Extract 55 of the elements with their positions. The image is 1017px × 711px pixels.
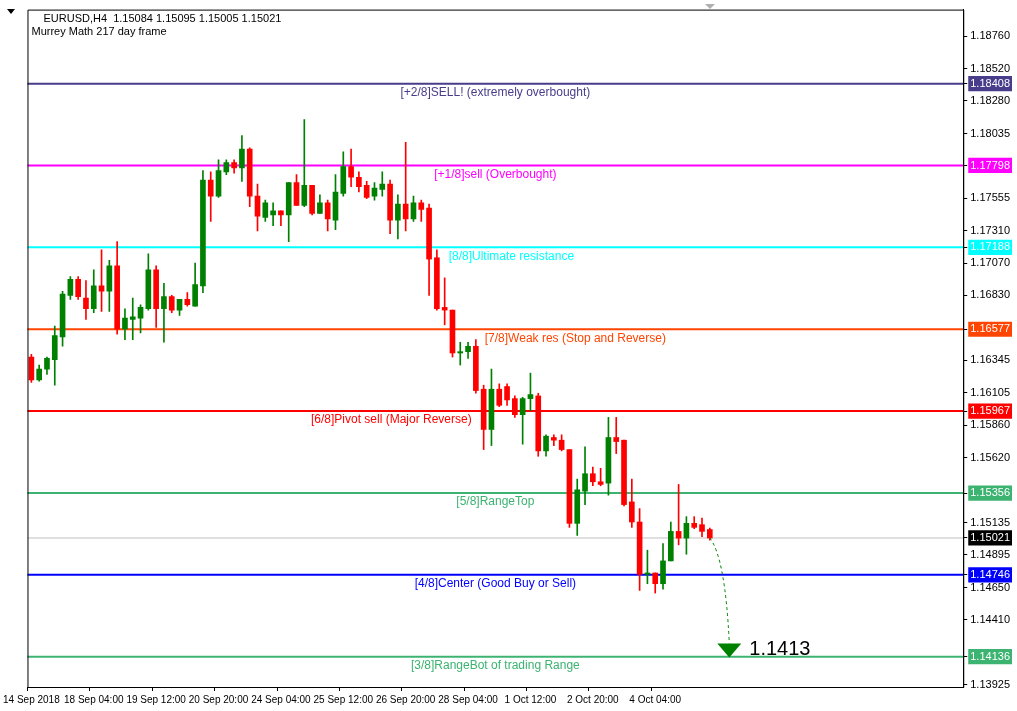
y-tick-label: 1.13925 bbox=[970, 678, 1010, 691]
y-tick-label: 1.16105 bbox=[970, 385, 1010, 398]
y-tick-label: 1.17070 bbox=[970, 256, 1010, 269]
ref-line-label: [4/8]Center (Good Buy or Sell) bbox=[414, 576, 577, 591]
candlestick bbox=[161, 282, 167, 343]
y-tick-label: 1.14136 bbox=[970, 649, 1010, 662]
candlestick bbox=[613, 417, 620, 454]
y-tick-label: 1.17798 bbox=[970, 158, 1010, 171]
ref-line-label: [6/8]Pivot sell (Major Reverse) bbox=[311, 412, 472, 427]
y-tick-label: 1.18035 bbox=[970, 126, 1010, 139]
x-tick-label: 4 Oct 04:00 bbox=[629, 693, 682, 705]
y-tick-label: 1.17188 bbox=[970, 240, 1010, 253]
x-tick-label: 26 Sep 20:00 bbox=[375, 693, 436, 705]
x-tick-label: 19 Sep 12:00 bbox=[126, 693, 187, 705]
y-tick-label: 1.15356 bbox=[970, 486, 1010, 499]
x-tick-label: 2 Oct 20:00 bbox=[566, 693, 620, 705]
ref-line-label: [3/8]RangeBot of trading Range bbox=[410, 658, 581, 672]
annotation: 1.1413 bbox=[749, 637, 811, 660]
ref-line-label: [+2/8]SELL! (extremely overbought) bbox=[400, 84, 591, 99]
y-tick-label: 1.15135 bbox=[970, 515, 1010, 528]
candlestick bbox=[270, 202, 276, 226]
y-tick-label: 1.18280 bbox=[970, 93, 1010, 106]
y-tick-label: 1.17555 bbox=[970, 191, 1010, 204]
x-tick-label: 14 Sep 2018 bbox=[3, 693, 61, 705]
ref-line-label: [+1/8]sell (Overbought) bbox=[434, 166, 557, 181]
y-tick-label: 1.14650 bbox=[970, 580, 1010, 593]
y-tick-label: 1.17310 bbox=[970, 223, 1010, 236]
candlestick bbox=[457, 341, 464, 366]
y-tick-label: 1.14895 bbox=[970, 547, 1010, 560]
x-tick-label: 24 Sep 04:00 bbox=[251, 693, 312, 705]
y-tick-label: 1.14410 bbox=[970, 612, 1010, 625]
ref-line-label: [7/8]Weak res (Stop and Reverse) bbox=[484, 330, 666, 345]
candlestick bbox=[402, 142, 409, 232]
x-tick-label: 1 Oct 12:00 bbox=[504, 693, 557, 705]
y-tick-label: 1.16577 bbox=[970, 322, 1010, 335]
y-tick-label: 1.18408 bbox=[970, 76, 1010, 89]
y-tick-label: 1.16345 bbox=[970, 353, 1010, 366]
x-tick-label: 18 Sep 04:00 bbox=[64, 693, 124, 705]
chart-title: EURUSD,H4 1.15084 1.15095 1.15005 1.15021 bbox=[43, 11, 282, 24]
y-tick-label: 1.15021 bbox=[970, 531, 1010, 543]
x-tick-label: 20 Sep 20:00 bbox=[188, 693, 249, 705]
y-tick-label: 1.18520 bbox=[970, 61, 1010, 74]
y-tick-label: 1.15860 bbox=[970, 418, 1010, 431]
y-tick-label: 1.15620 bbox=[970, 450, 1010, 463]
text: Murrey Math 217 day frame bbox=[31, 24, 167, 37]
candlestick bbox=[301, 119, 308, 208]
y-tick-label: 1.18760 bbox=[970, 29, 1010, 42]
ref-line-label: [5/8]RangeTop bbox=[456, 494, 535, 509]
x-tick-label: 28 Sep 04:00 bbox=[438, 693, 499, 705]
y-tick-label: 1.14746 bbox=[970, 567, 1010, 580]
ref-line-label: [8/8]Ultimate resistance bbox=[448, 248, 575, 263]
y-tick-label: 1.16830 bbox=[970, 288, 1010, 301]
y-tick-label: 1.15967 bbox=[970, 404, 1010, 417]
candlestick bbox=[129, 297, 136, 340]
x-tick-label: 25 Sep 12:00 bbox=[313, 693, 374, 705]
